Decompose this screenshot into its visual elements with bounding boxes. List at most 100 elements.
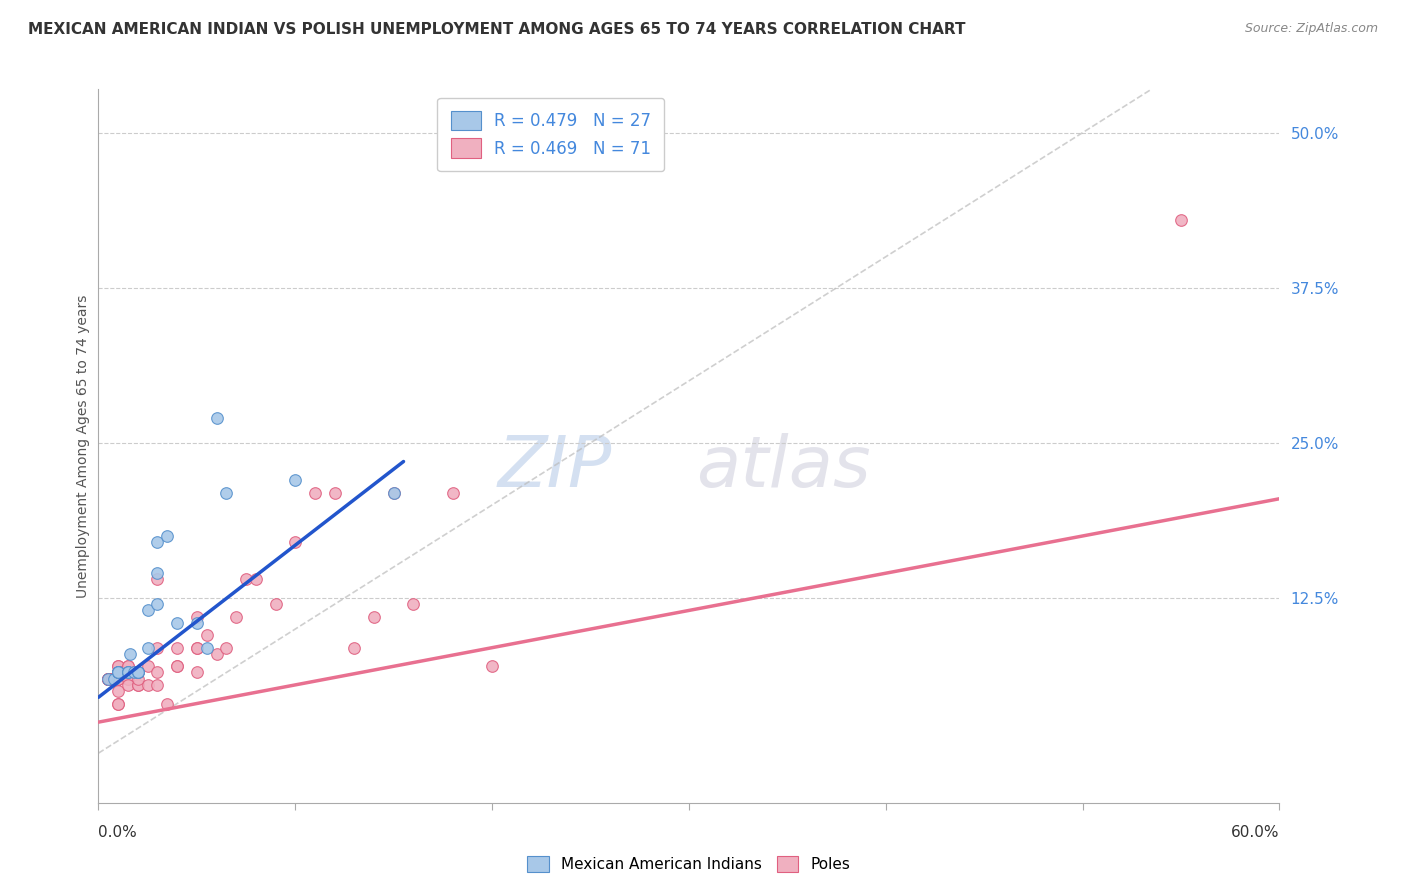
Point xyxy=(156,697,179,711)
Point xyxy=(127,672,149,686)
Point xyxy=(107,672,129,686)
Point xyxy=(382,485,405,500)
Point xyxy=(195,640,218,655)
Point xyxy=(186,640,208,655)
Point xyxy=(363,609,385,624)
Point xyxy=(103,672,125,686)
Point xyxy=(127,678,149,692)
Point xyxy=(98,672,121,686)
Point xyxy=(107,659,129,673)
Point xyxy=(107,672,129,686)
Point xyxy=(97,672,120,686)
Point xyxy=(284,473,307,487)
Point xyxy=(107,665,129,680)
Point xyxy=(146,535,169,549)
Legend: Mexican American Indians, Poles: Mexican American Indians, Poles xyxy=(520,848,858,880)
Point xyxy=(97,672,120,686)
Point xyxy=(117,678,139,692)
Point xyxy=(107,697,129,711)
Y-axis label: Unemployment Among Ages 65 to 74 years: Unemployment Among Ages 65 to 74 years xyxy=(76,294,90,598)
Point xyxy=(107,665,129,680)
Point xyxy=(97,672,120,686)
Point xyxy=(136,640,159,655)
Text: MEXICAN AMERICAN INDIAN VS POLISH UNEMPLOYMENT AMONG AGES 65 TO 74 YEARS CORRELA: MEXICAN AMERICAN INDIAN VS POLISH UNEMPL… xyxy=(28,22,966,37)
Point xyxy=(146,665,169,680)
Point xyxy=(117,659,139,673)
Point xyxy=(107,665,129,680)
Point xyxy=(107,665,129,680)
Point xyxy=(107,672,129,686)
Text: Source: ZipAtlas.com: Source: ZipAtlas.com xyxy=(1244,22,1378,36)
Point xyxy=(107,665,129,680)
Point xyxy=(127,665,149,680)
Point xyxy=(245,573,267,587)
Point xyxy=(107,665,129,680)
Point xyxy=(112,665,135,680)
Point xyxy=(205,647,228,661)
Point xyxy=(146,640,169,655)
Point xyxy=(103,672,125,686)
Point xyxy=(166,659,188,673)
Text: 0.0%: 0.0% xyxy=(98,825,138,840)
Point xyxy=(107,672,129,686)
Point xyxy=(97,672,120,686)
Point xyxy=(117,665,139,680)
Point xyxy=(103,672,125,686)
Point xyxy=(117,665,139,680)
Point xyxy=(117,659,139,673)
Point xyxy=(225,609,247,624)
Point xyxy=(402,597,425,611)
Point xyxy=(166,640,188,655)
Point xyxy=(166,659,188,673)
Point xyxy=(205,411,228,425)
Point xyxy=(146,566,169,581)
Point xyxy=(235,573,257,587)
Point xyxy=(122,665,145,680)
Point xyxy=(101,672,124,686)
Point xyxy=(146,573,169,587)
Point xyxy=(117,672,139,686)
Point xyxy=(103,672,125,686)
Point xyxy=(97,672,120,686)
Point xyxy=(382,485,405,500)
Point xyxy=(481,659,503,673)
Point xyxy=(215,485,238,500)
Point xyxy=(127,665,149,680)
Point xyxy=(136,678,159,692)
Point xyxy=(186,609,208,624)
Point xyxy=(156,529,179,543)
Point xyxy=(117,665,139,680)
Point xyxy=(103,672,125,686)
Point xyxy=(111,665,134,680)
Point xyxy=(186,665,208,680)
Point xyxy=(1170,212,1192,227)
Text: atlas: atlas xyxy=(696,433,870,502)
Text: ZIP: ZIP xyxy=(498,433,612,502)
Point xyxy=(136,603,159,617)
Point xyxy=(97,672,120,686)
Point xyxy=(264,597,287,611)
Point xyxy=(284,535,307,549)
Point xyxy=(146,678,169,692)
Point xyxy=(166,615,188,630)
Text: 60.0%: 60.0% xyxy=(1232,825,1279,840)
Point xyxy=(146,597,169,611)
Point xyxy=(186,615,208,630)
Point xyxy=(343,640,366,655)
Point xyxy=(101,672,124,686)
Point xyxy=(107,684,129,698)
Point xyxy=(127,678,149,692)
Point xyxy=(127,665,149,680)
Point xyxy=(107,697,129,711)
Point xyxy=(107,665,129,680)
Point xyxy=(107,659,129,673)
Point xyxy=(323,485,346,500)
Point xyxy=(441,485,464,500)
Point xyxy=(98,672,121,686)
Point xyxy=(107,665,129,680)
Point xyxy=(136,659,159,673)
Point xyxy=(304,485,326,500)
Point xyxy=(215,640,238,655)
Point xyxy=(195,628,218,642)
Point xyxy=(103,672,125,686)
